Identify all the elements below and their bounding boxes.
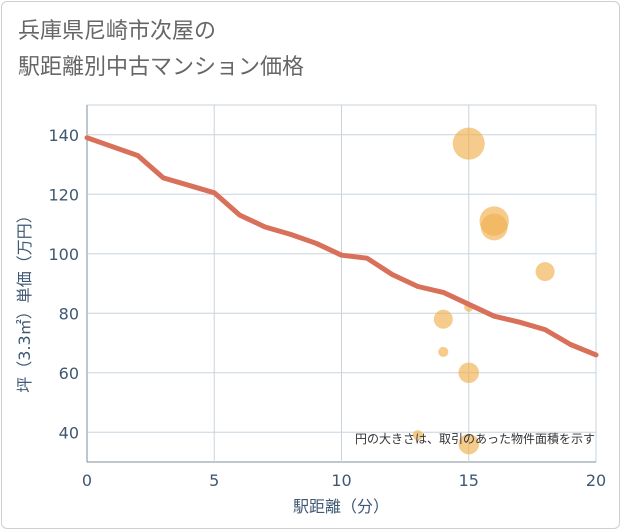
data-bubble xyxy=(458,433,480,455)
x-tick-label: 15 xyxy=(459,471,479,490)
y-axis-label: 坪（3.3㎡）単価（万円） xyxy=(15,207,34,392)
y-tick-label: 140 xyxy=(48,126,79,145)
chart-title: 兵庫県尼崎市次屋の 駅距離別中古マンション価格 xyxy=(18,14,304,86)
y-tick-label: 60 xyxy=(59,364,79,383)
bubble-size-note: 円の大きさは、取引のあった物件面積を示す xyxy=(355,431,595,446)
trend-line xyxy=(84,135,599,358)
x-tick-label: 10 xyxy=(331,471,351,490)
bubble-series xyxy=(412,127,555,455)
data-bubble xyxy=(412,430,423,441)
data-bubble xyxy=(452,127,485,160)
data-bubble xyxy=(433,309,453,329)
y-tick-label: 80 xyxy=(59,304,79,323)
chart-title-line-2: 駅距離別中古マンション価格 xyxy=(18,55,305,80)
data-bubble xyxy=(480,213,508,241)
grid xyxy=(86,104,597,463)
x-tick-label: 0 xyxy=(82,471,92,490)
x-tick-label: 5 xyxy=(209,471,219,490)
chart-title-line-1: 兵庫県尼崎市次屋の xyxy=(18,19,217,44)
y-tick-label: 100 xyxy=(48,245,79,264)
y-tick-label: 120 xyxy=(48,185,79,204)
data-bubble xyxy=(535,262,555,282)
trend-series xyxy=(84,135,599,358)
data-bubble xyxy=(458,362,480,384)
data-bubble xyxy=(438,346,449,358)
y-tick-label: 40 xyxy=(59,423,79,442)
axis-ticks: 0 5 10 15 20 40 60 80 100 120 140 xyxy=(48,126,606,490)
x-tick-label: 20 xyxy=(586,471,606,490)
x-axis-label: 駅距離（分） xyxy=(293,497,389,516)
